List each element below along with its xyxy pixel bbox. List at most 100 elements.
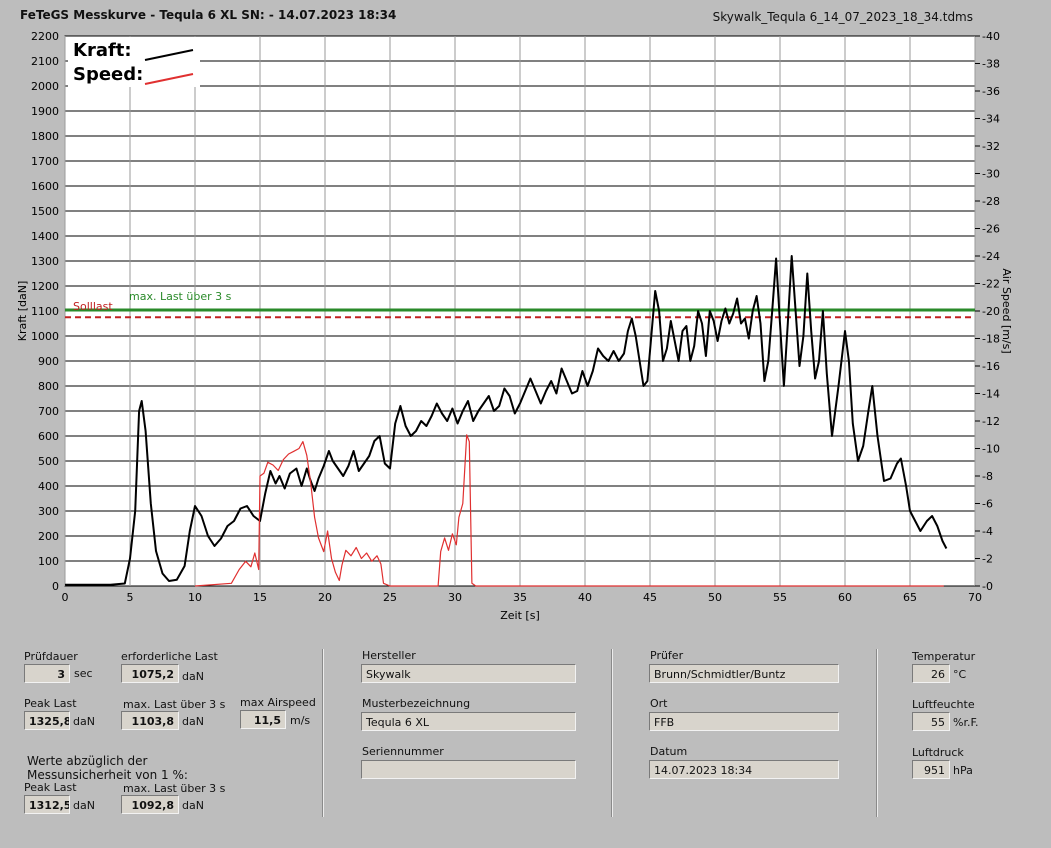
y-axis-label-right: Air Speed [m/s] bbox=[1000, 268, 1013, 353]
y-tick-label-left: 100 bbox=[38, 555, 59, 568]
y-tick-label-left: 1500 bbox=[31, 205, 59, 218]
y-tick-label-left: 600 bbox=[38, 430, 59, 443]
y-tick-label-left: 500 bbox=[38, 455, 59, 468]
peak-last-label: Peak Last bbox=[24, 697, 77, 710]
luftfeuchte-unit: %r.F. bbox=[953, 716, 979, 729]
x-tick-label: 40 bbox=[578, 591, 592, 604]
x-tick-label: 50 bbox=[708, 591, 722, 604]
y-tick-label-right: -38 bbox=[982, 58, 1000, 71]
x-tick-label: 45 bbox=[643, 591, 657, 604]
y-tick-label-left: 700 bbox=[38, 405, 59, 418]
x-axis-label: Zeit [s] bbox=[500, 609, 539, 622]
y-tick-label-right: -24 bbox=[982, 250, 1000, 263]
max-airspeed-unit: m/s bbox=[290, 714, 311, 727]
y-tick-label-left: 400 bbox=[38, 480, 59, 493]
y-tick-label-left: 1400 bbox=[31, 230, 59, 243]
luftfeuchte-value: 55 bbox=[912, 712, 950, 731]
y-tick-label-right: -0 bbox=[982, 580, 993, 593]
y-tick-label-right: -6 bbox=[982, 498, 993, 511]
muster-label: Musterbezeichnung bbox=[362, 697, 471, 710]
serie-label: Seriennummer bbox=[362, 745, 444, 758]
y-tick-label-right: -34 bbox=[982, 113, 1000, 126]
y-tick-label-left: 2000 bbox=[31, 80, 59, 93]
x-tick-label: 55 bbox=[773, 591, 787, 604]
muster-value: Tequla 6 XL bbox=[361, 712, 576, 731]
note-line1: Werte abzüglich der bbox=[27, 754, 148, 768]
erforderliche-last-label: erforderliche Last bbox=[121, 650, 218, 663]
y-tick-label-right: -16 bbox=[982, 360, 1000, 373]
legend-box bbox=[68, 37, 200, 87]
y-tick-label-right: -22 bbox=[982, 278, 1000, 291]
chart: 0100200300400500600700800900100011001200… bbox=[16, 30, 1013, 622]
pruefer-label: Prüfer bbox=[650, 649, 684, 662]
datum-label: Datum bbox=[650, 745, 688, 758]
legend-label: Speed: bbox=[73, 64, 143, 85]
y-tick-label-right: -28 bbox=[982, 195, 1000, 208]
pruefdauer-value: 3 bbox=[24, 664, 70, 683]
x-tick-label: 25 bbox=[383, 591, 397, 604]
max-last-unit: daN bbox=[182, 715, 204, 728]
max-last-value: 1103,8 bbox=[121, 711, 179, 730]
legend-swatch bbox=[144, 73, 194, 85]
y-tick-label-left: 1900 bbox=[31, 105, 59, 118]
datum-value: 14.07.2023 18:34 bbox=[649, 760, 839, 779]
y-tick-label-left: 200 bbox=[38, 530, 59, 543]
x-tick-label: 15 bbox=[253, 591, 267, 604]
y-axis-label-left: Kraft [daN] bbox=[16, 281, 29, 342]
temperatur-label: Temperatur bbox=[912, 650, 976, 663]
ort-value: FFB bbox=[649, 712, 839, 731]
temperatur-value: 26 bbox=[912, 664, 950, 683]
y-tick-label-left: 300 bbox=[38, 505, 59, 518]
y-tick-label-right: -36 bbox=[982, 85, 1000, 98]
y-tick-label-right: -20 bbox=[982, 305, 1000, 318]
x-tick-label: 70 bbox=[968, 591, 982, 604]
legend-label: Kraft: bbox=[73, 40, 132, 61]
y-tick-label-right: -26 bbox=[982, 223, 1000, 236]
max-last2-value: 1092,8 bbox=[121, 795, 179, 814]
ort-label: Ort bbox=[650, 697, 668, 710]
separator bbox=[876, 649, 878, 817]
reference-line-label: Solllast bbox=[73, 300, 113, 313]
luftdruck-value: 951 bbox=[912, 760, 950, 779]
max-airspeed-label: max Airspeed bbox=[240, 696, 316, 709]
max-airspeed-value: 11,5 bbox=[240, 710, 286, 729]
peak-last2-value: 1312,5 bbox=[24, 795, 70, 814]
y-tick-label-right: -18 bbox=[982, 333, 1000, 346]
y-tick-label-left: 1600 bbox=[31, 180, 59, 193]
y-tick-label-left: 1800 bbox=[31, 130, 59, 143]
x-tick-label: 60 bbox=[838, 591, 852, 604]
temperatur-unit: °C bbox=[953, 668, 967, 681]
y-tick-label-right: -12 bbox=[982, 415, 1000, 428]
y-tick-label-left: 1700 bbox=[31, 155, 59, 168]
y-tick-label-left: 1000 bbox=[31, 330, 59, 343]
pruefdauer-label: Prüfdauer bbox=[24, 650, 78, 663]
y-tick-label-right: -14 bbox=[982, 388, 1000, 401]
separator bbox=[611, 649, 613, 817]
y-tick-label-left: 800 bbox=[38, 380, 59, 393]
max-last2-unit: daN bbox=[182, 799, 204, 812]
y-tick-label-right: -8 bbox=[982, 470, 993, 483]
y-tick-label-left: 2100 bbox=[31, 55, 59, 68]
y-tick-label-right: -30 bbox=[982, 168, 1000, 181]
hersteller-label: Hersteller bbox=[362, 649, 416, 662]
pruefdauer-unit: sec bbox=[74, 667, 93, 680]
luftfeuchte-label: Luftfeuchte bbox=[912, 698, 975, 711]
x-tick-label: 35 bbox=[513, 591, 527, 604]
max-last-label: max. Last über 3 s bbox=[123, 698, 226, 711]
max-last2-label: max. Last über 3 s bbox=[123, 782, 226, 795]
y-tick-label-left: 1200 bbox=[31, 280, 59, 293]
window-title: FeTeGS Messkurve - Tequla 6 XL SN: - 14.… bbox=[20, 8, 397, 22]
series-line-kraft bbox=[65, 255, 948, 586]
x-tick-label: 20 bbox=[318, 591, 332, 604]
file-name: Skywalk_Tequla 6_14_07_2023_18_34.tdms bbox=[712, 10, 973, 24]
y-tick-label-left: 0 bbox=[52, 580, 59, 593]
erforderliche-last-unit: daN bbox=[182, 670, 204, 683]
pruefer-value: Brunn/Schmidtler/Buntz bbox=[649, 664, 839, 683]
note-line2: Messunsicherheit von 1 %: bbox=[27, 768, 188, 782]
y-tick-label-left: 900 bbox=[38, 355, 59, 368]
y-tick-label-right: -32 bbox=[982, 140, 1000, 153]
luftdruck-label: Luftdruck bbox=[912, 746, 964, 759]
separator bbox=[322, 649, 324, 817]
y-tick-label-right: -2 bbox=[982, 553, 993, 566]
peak-last2-label: Peak Last bbox=[24, 781, 77, 794]
